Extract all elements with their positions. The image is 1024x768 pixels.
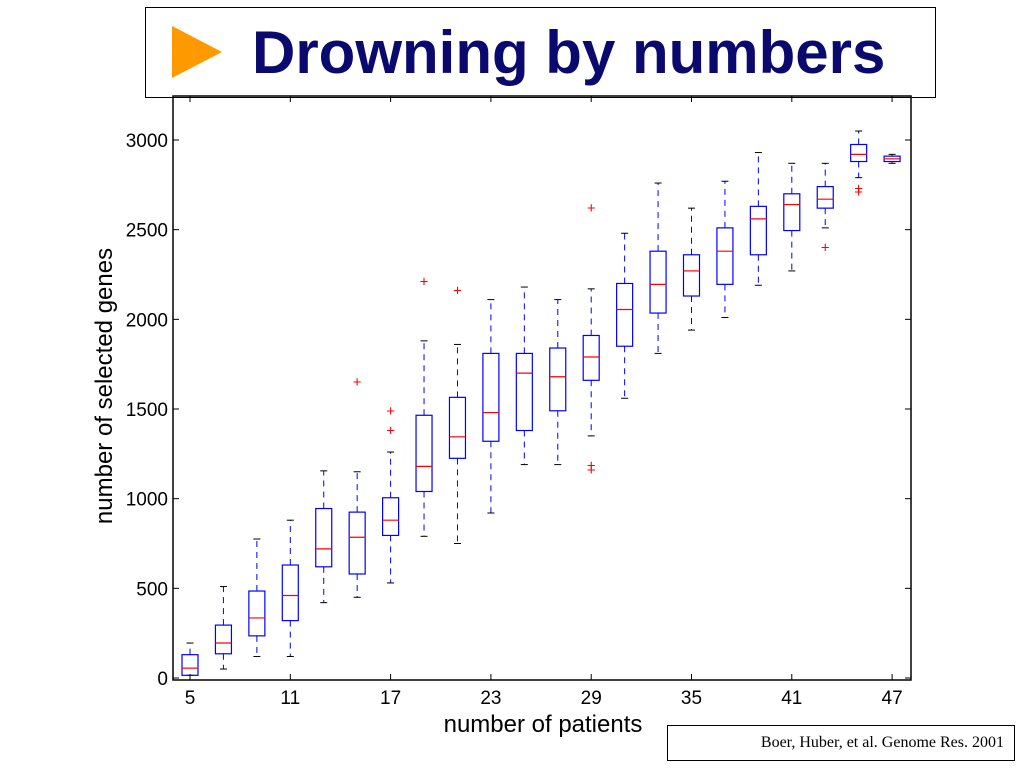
box-body	[515, 352, 533, 432]
box-body	[281, 564, 299, 622]
plot-frame	[172, 95, 912, 681]
box-item: +	[448, 283, 467, 544]
outlier-marker: +	[386, 403, 395, 420]
box-item: +	[816, 162, 834, 257]
y-tick-label: 2000	[126, 310, 168, 331]
x-tick-label: 23	[480, 688, 501, 709]
citation-text: Boer, Huber, et al. Genome Res. 2001	[760, 734, 1004, 751]
box-item	[549, 299, 567, 466]
box-item: +	[348, 374, 366, 598]
box-body	[616, 282, 634, 347]
box-item	[716, 180, 734, 319]
box-body	[816, 186, 834, 209]
x-tick-label: 5	[185, 688, 196, 709]
box-item	[749, 152, 767, 286]
box-body	[649, 250, 667, 314]
outlier-marker: +	[854, 184, 863, 201]
y-tick-label: 0	[157, 669, 168, 690]
slide-title: Drowning by numbers	[252, 19, 886, 86]
citation: Boer, Huber, et al. Genome Res. 2001	[667, 725, 1015, 761]
box-item	[515, 286, 533, 466]
box-item	[214, 586, 233, 670]
box-item	[883, 153, 901, 164]
y-tick-label: 1000	[126, 490, 168, 511]
x-axis-label: number of patients	[444, 711, 643, 738]
play-arrow-icon	[172, 26, 222, 78]
box-body	[448, 396, 467, 459]
box-item	[281, 519, 299, 657]
outlier-marker: +	[420, 274, 429, 291]
box-body	[382, 497, 400, 537]
box-item: ++	[850, 130, 868, 201]
y-tick-label: 1500	[126, 400, 168, 421]
box-item	[181, 642, 199, 676]
box-body	[482, 352, 500, 442]
box-body	[682, 254, 701, 297]
box-body	[716, 227, 734, 285]
box-body	[582, 334, 600, 381]
outlier-marker: +	[587, 200, 596, 217]
box-body	[850, 143, 868, 163]
outlier-marker: +	[353, 374, 362, 391]
box-item: +++	[582, 200, 600, 479]
box-body	[549, 347, 567, 412]
box-item	[248, 538, 266, 657]
box-item	[783, 162, 801, 272]
box-body	[783, 193, 801, 232]
title-box	[145, 7, 936, 98]
x-tick-label: 17	[380, 688, 401, 709]
box-item	[682, 207, 701, 331]
box-item: ++	[382, 403, 400, 584]
outlier-marker: +	[386, 423, 395, 440]
y-axis-label: number of selected genes	[91, 248, 118, 524]
box-body	[415, 414, 433, 493]
y-axis: 0 500 1000 1500 2000 2500 3000	[126, 131, 911, 690]
y-tick-label: 2500	[126, 221, 168, 242]
outlier-marker: +	[587, 457, 596, 474]
x-tick-label: 11	[280, 688, 300, 709]
box-item	[315, 470, 333, 604]
x-tick-label: 35	[681, 688, 702, 709]
outlier-marker: +	[453, 283, 462, 300]
box-item	[616, 232, 634, 399]
box-body	[248, 590, 266, 637]
box-item	[482, 299, 500, 514]
box-body	[214, 624, 233, 655]
box-body	[348, 511, 366, 575]
box-item: +	[415, 274, 433, 537]
y-tick-label: 500	[136, 579, 168, 600]
x-axis: 5 11 17 23 29 35 41 47	[185, 96, 903, 709]
x-tick-label: 47	[882, 688, 903, 709]
box-body	[315, 507, 333, 568]
box-item	[649, 182, 667, 354]
x-tick-label: 29	[581, 688, 602, 709]
box-body	[181, 654, 199, 676]
x-tick-label: 41	[781, 688, 802, 709]
outlier-marker: +	[821, 240, 830, 257]
y-tick-label: 3000	[126, 131, 168, 152]
box-series: +++++++++++	[181, 130, 901, 676]
outlier-marker: +	[854, 180, 863, 197]
box-body	[749, 205, 767, 256]
outlier-marker: +	[587, 462, 596, 479]
